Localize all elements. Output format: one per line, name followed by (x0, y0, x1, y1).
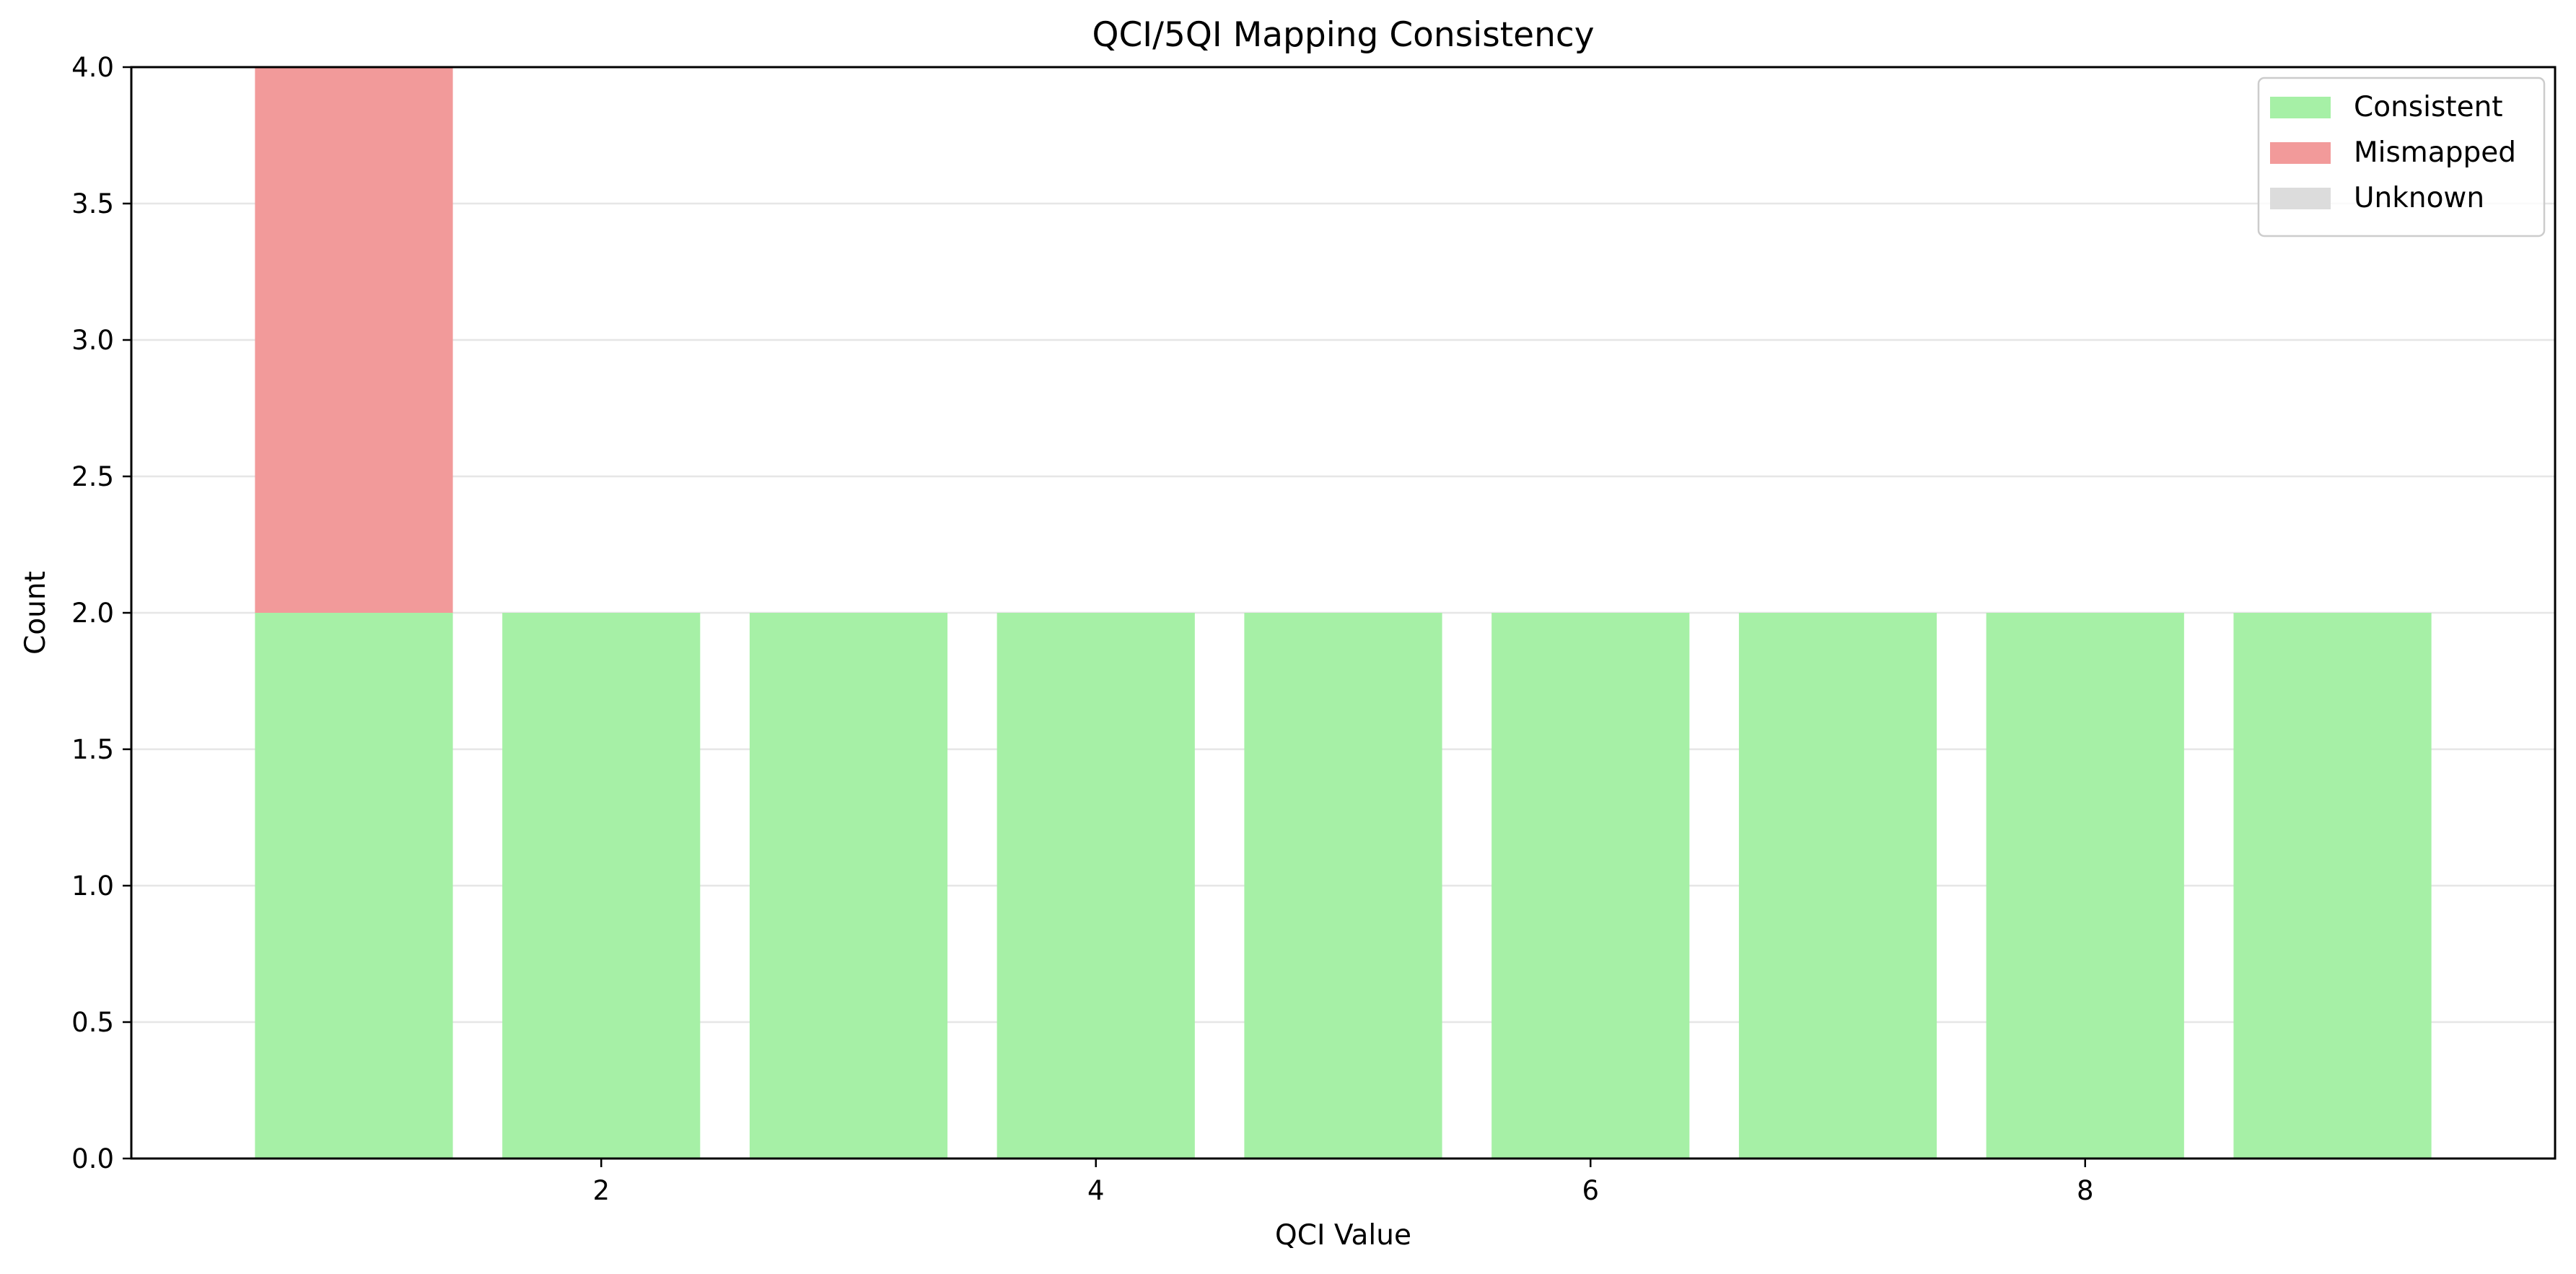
bar-consistent-qci-3 (749, 613, 948, 1159)
y-tick-label: 2.0 (71, 598, 114, 629)
bar-consistent-qci-8 (1986, 613, 2184, 1159)
y-tick-label: 4.0 (71, 52, 114, 83)
chart-title: QCI/5QI Mapping Consistency (1092, 15, 1594, 55)
legend-label-unknown: Unknown (2354, 182, 2484, 214)
x-axis: 2 4 6 8 (592, 1159, 2094, 1206)
x-tick-label: 4 (1087, 1175, 1105, 1206)
bars (255, 67, 2432, 1159)
legend-label-mismapped: Mismapped (2354, 136, 2516, 169)
y-tick-label: 3.5 (71, 188, 114, 219)
x-tick-label: 8 (2077, 1175, 2094, 1206)
legend: Consistent Mismapped Unknown (2257, 77, 2546, 237)
y-tick-label: 3.0 (71, 325, 114, 356)
y-tick-label: 1.5 (71, 734, 114, 765)
bar-consistent-qci-1 (255, 613, 453, 1159)
y-tick-label: 1.0 (71, 871, 114, 902)
x-tick-label: 6 (1582, 1175, 1599, 1206)
bar-consistent-qci-6 (1491, 613, 1690, 1159)
x-axis-title: QCI Value (1275, 1219, 1411, 1252)
bar-consistent-qci-9 (2233, 613, 2432, 1159)
bar-consistent-qci-4 (996, 613, 1195, 1159)
bar-mismapped-qci-1 (255, 67, 453, 613)
y-tick-label: 2.5 (71, 461, 114, 492)
legend-swatch-unknown (2270, 188, 2331, 209)
legend-swatch-consistent (2270, 97, 2331, 118)
y-tick-label: 0.5 (71, 1007, 114, 1038)
y-tick-label: 0.0 (71, 1143, 114, 1174)
legend-label-consistent: Consistent (2354, 91, 2503, 123)
x-tick-label: 2 (592, 1175, 610, 1206)
y-axis: 0.0 0.5 1.0 1.5 2.0 2.5 3.0 3.5 4.0 (71, 52, 131, 1174)
bar-consistent-qci-2 (502, 613, 701, 1159)
y-axis-title: Count (19, 571, 52, 655)
bar-consistent-qci-7 (1738, 613, 1937, 1159)
legend-swatch-mismapped (2270, 142, 2331, 164)
bar-consistent-qci-5 (1244, 613, 1442, 1159)
